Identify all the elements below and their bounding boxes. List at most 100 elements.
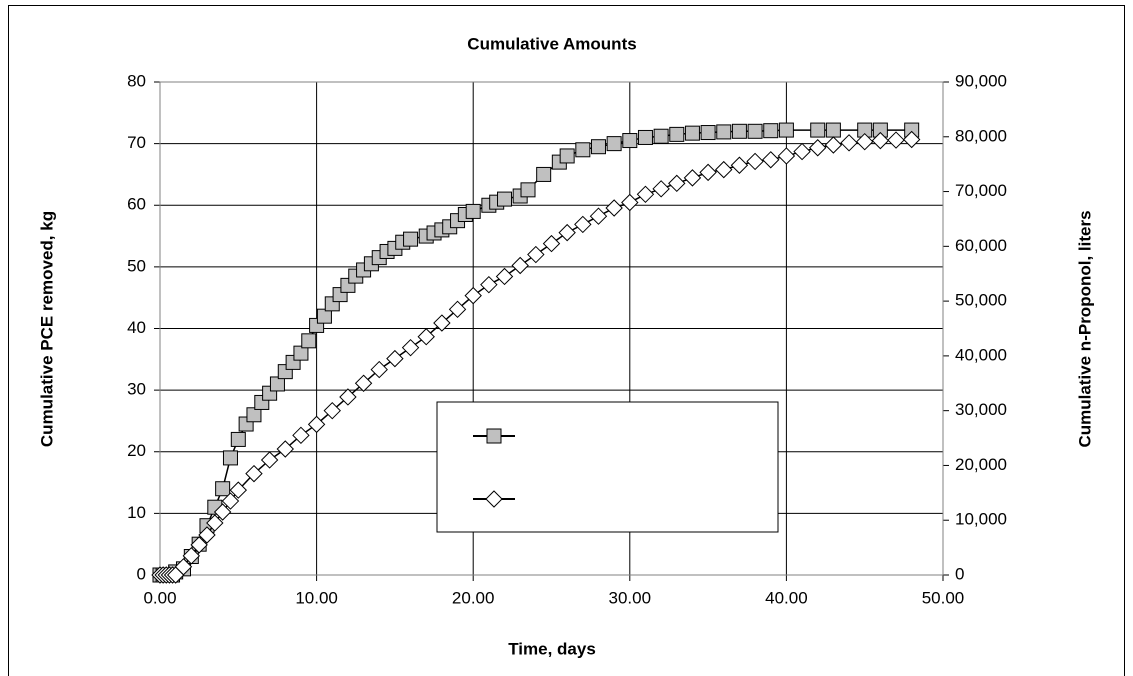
- data-point: [301, 333, 317, 349]
- data-point: [855, 133, 874, 151]
- data-point: [902, 130, 921, 149]
- data-point: [354, 374, 373, 392]
- data-point: [260, 451, 279, 469]
- y2-tick-label: 80,000: [955, 126, 1007, 145]
- data-point: [229, 481, 248, 499]
- data-point: [763, 123, 779, 139]
- data-point: [637, 129, 653, 145]
- y2-tick-label: 10,000: [955, 510, 1007, 529]
- y-tick-label: 40: [127, 318, 146, 337]
- data-point: [684, 125, 700, 141]
- data-point: [174, 558, 193, 576]
- data-point: [190, 536, 208, 554]
- data-point: [464, 286, 482, 305]
- data-point: [221, 492, 240, 510]
- data-point: [269, 376, 285, 392]
- data-point: [246, 407, 262, 423]
- data-point: [213, 503, 232, 521]
- data-point: [669, 126, 685, 142]
- data-point: [215, 481, 231, 497]
- y-tick-label: 0: [137, 564, 146, 583]
- y-tick-label: 80: [127, 71, 146, 90]
- y2-tick-label: 30,000: [955, 400, 1007, 419]
- data-point: [825, 122, 841, 138]
- data-point: [716, 124, 732, 140]
- y-tick-label: 70: [127, 133, 146, 152]
- data-point: [386, 349, 404, 368]
- data-point: [622, 133, 638, 149]
- data-point: [871, 131, 890, 150]
- data-point: [809, 139, 827, 157]
- x-tick-label: 20.00: [452, 588, 495, 607]
- data-point: [762, 151, 780, 169]
- data-point: [699, 163, 717, 182]
- legend-marker: [485, 490, 503, 508]
- data-point: [605, 199, 623, 217]
- data-point: [793, 142, 811, 161]
- data-point: [222, 450, 238, 466]
- plot-border: [159, 81, 944, 576]
- data-point: [840, 134, 858, 152]
- data-point: [574, 215, 592, 234]
- data-point: [198, 526, 216, 544]
- legend-box: [436, 401, 779, 533]
- y2-tick-label: 60,000: [955, 236, 1007, 255]
- y2-tick-label: 90,000: [955, 71, 1007, 90]
- legend: [436, 401, 779, 533]
- y2-axis-label: Cumulative n-Proponol, liters: [1075, 210, 1094, 447]
- data-point: [370, 360, 388, 379]
- chart-title: Cumulative Amounts: [467, 34, 636, 53]
- x-tick-label: 10.00: [295, 588, 338, 607]
- data-point: [559, 148, 575, 164]
- data-point: [777, 147, 796, 165]
- y2-tick-label: 50,000: [955, 291, 1007, 310]
- y-tick-label: 20: [127, 441, 146, 460]
- data-point: [480, 275, 498, 294]
- chart-frame: [8, 5, 1125, 676]
- y2-tick-label: 40,000: [955, 345, 1007, 364]
- x-tick-label: 50.00: [922, 588, 965, 607]
- data-point: [339, 388, 357, 406]
- data-point: [730, 156, 749, 174]
- data-point: [230, 431, 246, 447]
- data-point: [668, 174, 686, 193]
- data-point: [824, 136, 843, 154]
- y-tick-label: 60: [127, 195, 146, 214]
- data-point: [401, 338, 420, 357]
- data-point: [715, 160, 733, 179]
- data-point: [590, 139, 606, 155]
- y-tick-label: 50: [127, 256, 146, 275]
- x-tick-label: 30.00: [609, 588, 652, 607]
- data-point: [536, 166, 552, 182]
- x-tick-label: 40.00: [765, 588, 808, 607]
- data-point: [731, 123, 747, 139]
- data-point: [433, 314, 451, 332]
- data-point: [575, 142, 591, 158]
- data-point: [465, 203, 481, 219]
- y2-tick-label: 70,000: [955, 181, 1007, 200]
- data-point: [182, 547, 201, 565]
- data-point: [511, 256, 529, 275]
- data-point: [636, 185, 655, 204]
- data-point: [323, 401, 341, 420]
- x-axis-label: Time, days: [508, 639, 596, 658]
- data-point: [558, 223, 576, 242]
- data-point: [497, 191, 513, 207]
- data-point: [520, 182, 536, 198]
- data-point: [316, 308, 332, 324]
- data-point: [606, 136, 622, 152]
- data-point: [448, 300, 467, 319]
- data-point: [747, 123, 763, 139]
- y2-tick-label: 0: [955, 564, 964, 583]
- data-point: [276, 440, 294, 458]
- data-point: [495, 267, 514, 286]
- data-point: [810, 122, 826, 138]
- data-point: [700, 125, 716, 141]
- data-point: [746, 152, 764, 171]
- data-point: [292, 426, 310, 445]
- data-point: [652, 180, 670, 198]
- data-point: [293, 345, 309, 361]
- data-point: [417, 328, 435, 346]
- y2-tick-label: 20,000: [955, 455, 1007, 474]
